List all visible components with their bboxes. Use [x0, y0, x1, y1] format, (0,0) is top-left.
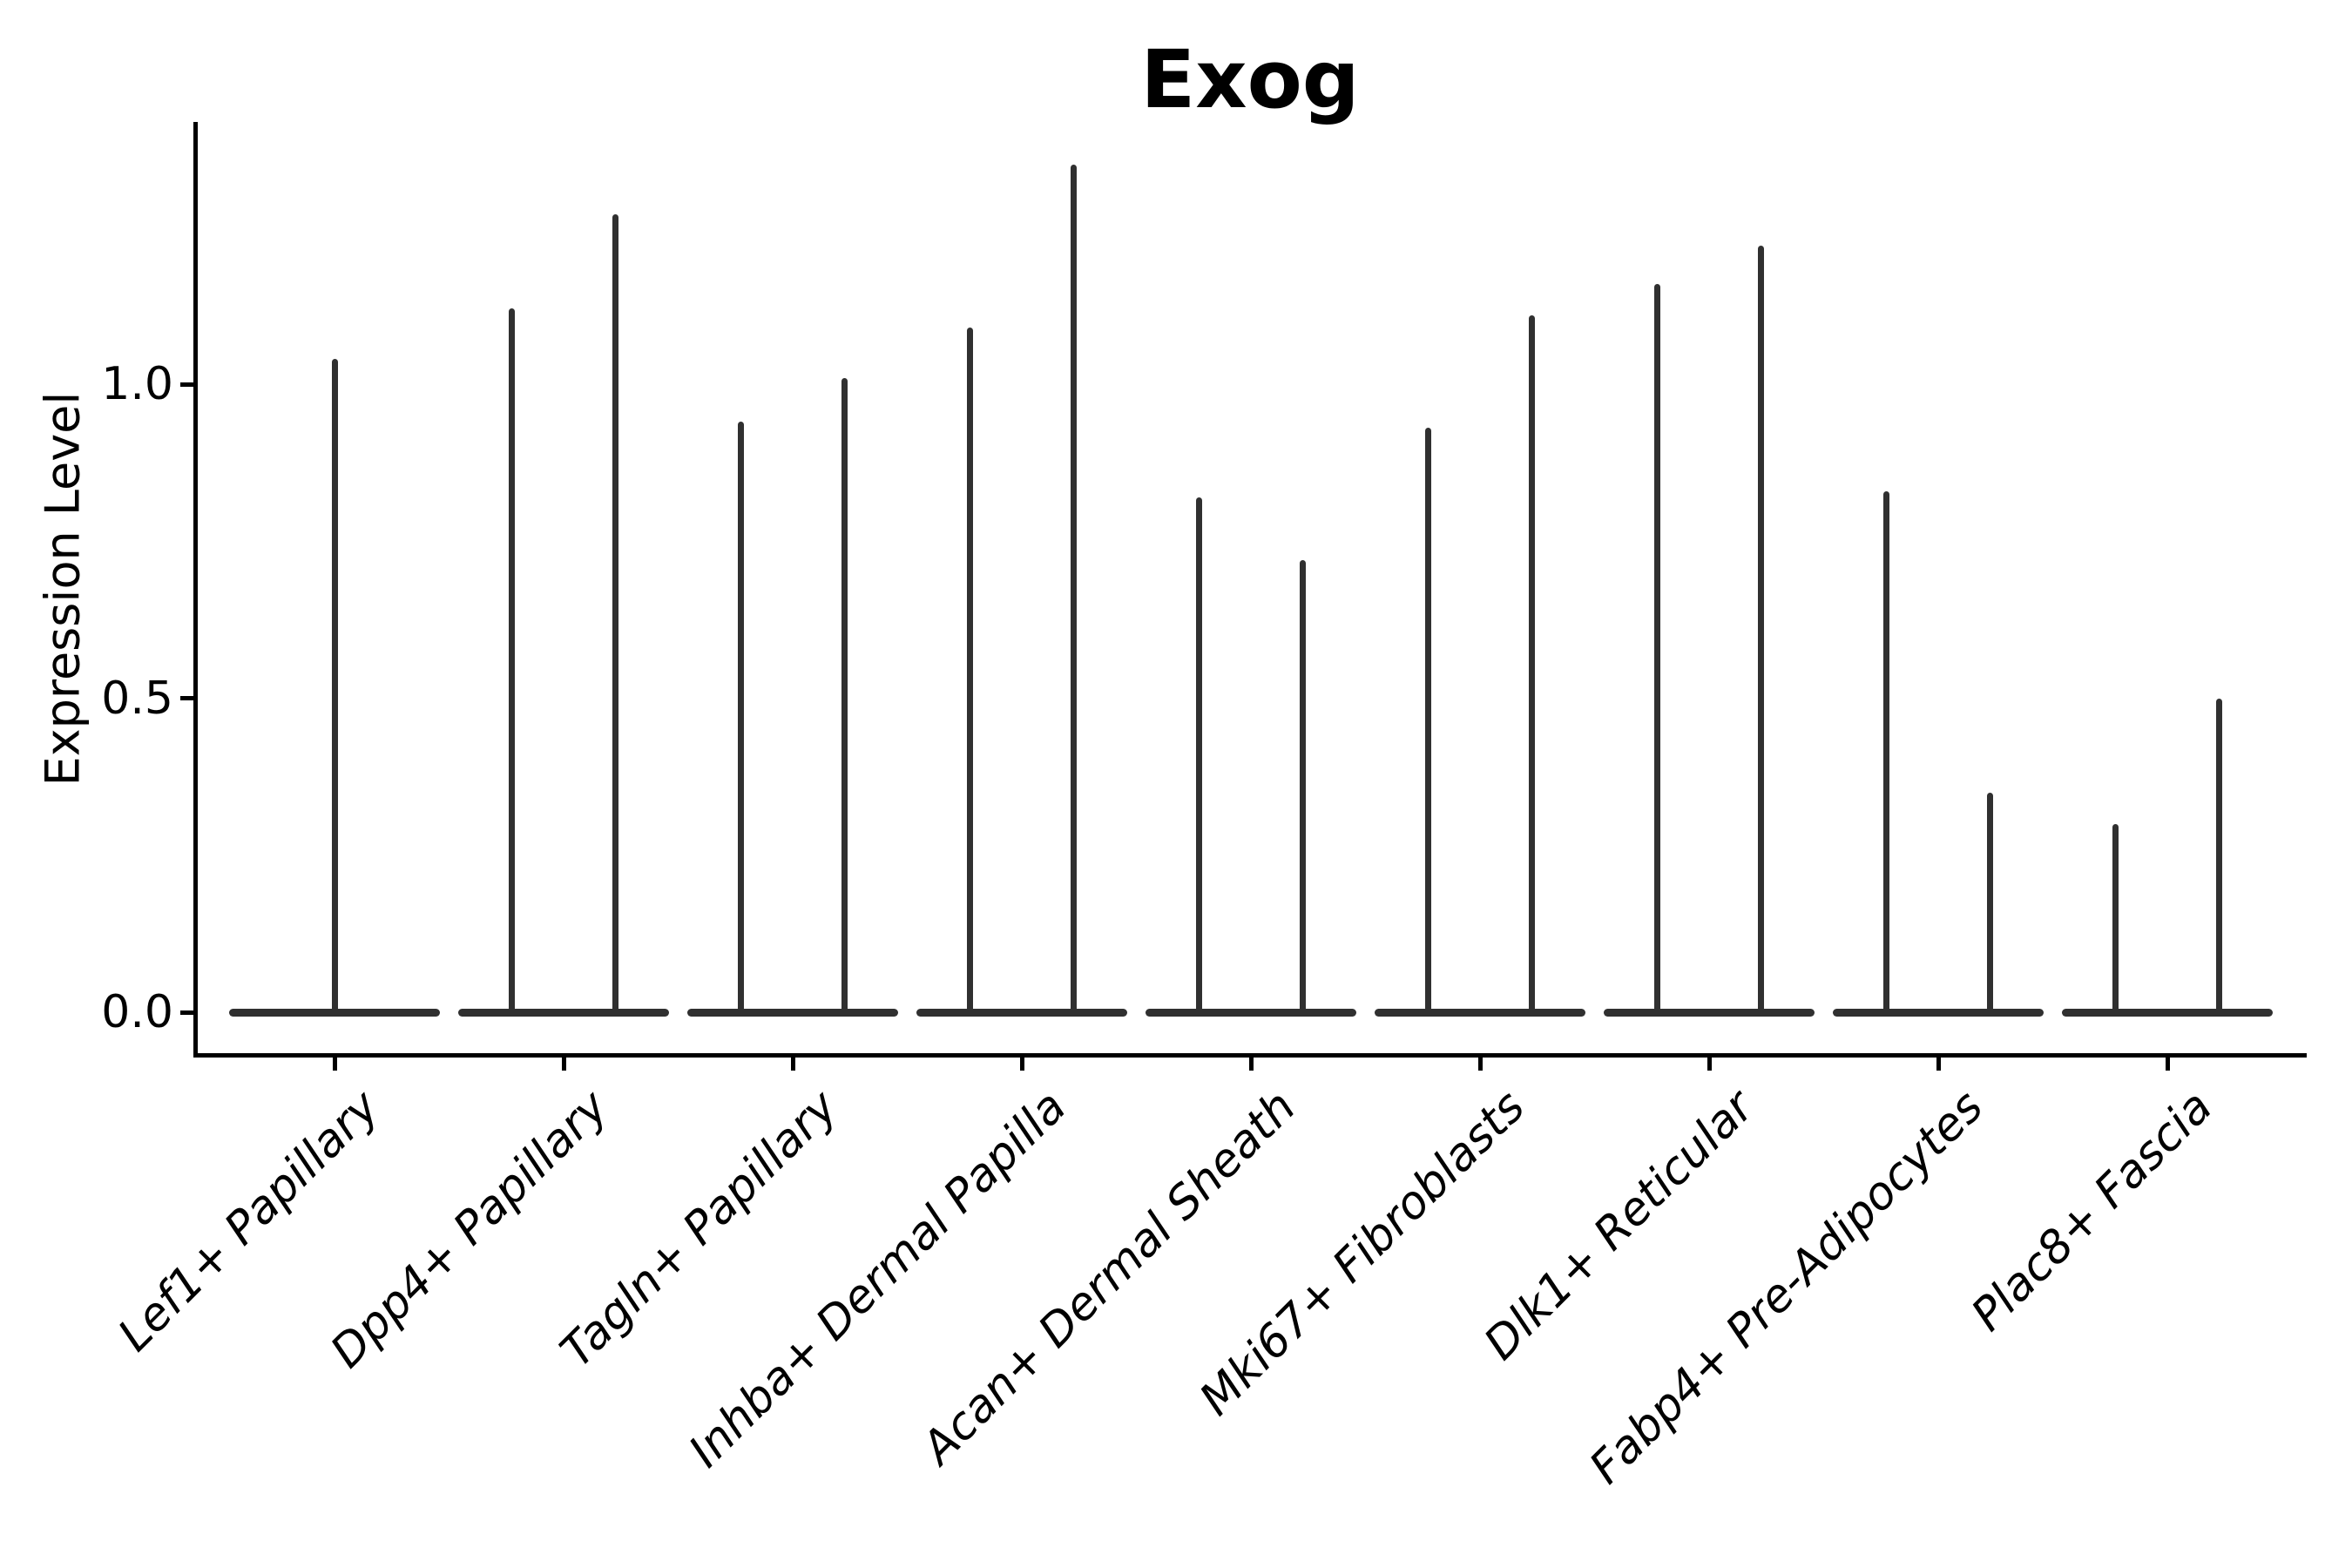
x-tick-mark: [790, 1058, 795, 1071]
x-tick-label: Plac8+ Fascia: [1961, 1080, 2223, 1342]
violin-spike: [509, 308, 516, 1016]
violin-spike: [331, 359, 338, 1016]
x-tick-mark: [561, 1058, 566, 1071]
violin-base: [1833, 1008, 2044, 1017]
violin-spike: [1425, 428, 1432, 1016]
x-tick-mark: [1936, 1058, 1941, 1071]
y-tick-label: 0.5: [101, 672, 173, 725]
x-tick-mark: [1477, 1058, 1483, 1071]
x-tick-label: Acan+ Dermal Sheath: [912, 1080, 1307, 1475]
y-tick-mark: [180, 1010, 193, 1015]
violin-spike: [1528, 314, 1535, 1016]
violin-spike: [1654, 283, 1661, 1016]
x-tick-mark: [332, 1058, 337, 1071]
violin-base: [687, 1008, 898, 1017]
violin-base: [1604, 1008, 1815, 1017]
violin-spike: [1757, 246, 1764, 1016]
violin-base: [1146, 1008, 1356, 1017]
y-tick-mark: [180, 382, 193, 387]
violin-base: [916, 1008, 1127, 1017]
chart-title: Exog: [1140, 33, 1360, 126]
y-axis-spine: [193, 122, 198, 1058]
violin-spike: [1986, 792, 1993, 1016]
x-axis-spine: [193, 1053, 2307, 1058]
violin-spike: [2215, 698, 2222, 1016]
y-axis-label: Expression Level: [35, 391, 91, 787]
y-tick-label: 0.0: [101, 986, 173, 1038]
x-tick-label: Fabp4+ Pre-Adipocytes: [1579, 1080, 1994, 1495]
x-tick-mark: [1707, 1058, 1712, 1071]
violin-spike: [738, 422, 745, 1016]
violin-spike: [1196, 497, 1203, 1016]
violin-spike: [1883, 490, 1890, 1016]
y-tick-label: 1.0: [101, 358, 173, 410]
violin-base: [458, 1008, 669, 1017]
x-tick-mark: [1248, 1058, 1254, 1071]
violin-spike: [1070, 164, 1077, 1016]
x-tick-label: Inhba+ Dermal Papilla: [679, 1080, 1078, 1478]
violin-base: [1375, 1008, 1585, 1017]
violin-spike: [1299, 559, 1306, 1016]
violin-spike: [2112, 823, 2119, 1016]
violin-spike: [612, 214, 618, 1016]
x-tick-mark: [2165, 1058, 2170, 1071]
violin-spike: [967, 328, 974, 1016]
violin-spike: [841, 377, 848, 1016]
y-tick-mark: [180, 696, 193, 700]
x-tick-mark: [1019, 1058, 1024, 1071]
violin-base: [2062, 1008, 2273, 1017]
